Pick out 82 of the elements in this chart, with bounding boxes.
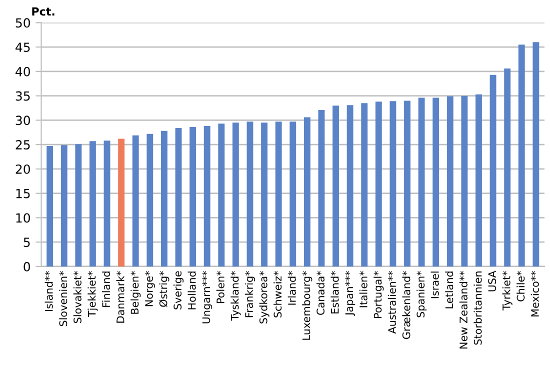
y-tick-label: 45 <box>16 42 30 52</box>
bar <box>304 117 310 266</box>
x-tick-label: Ungarn*** <box>202 270 212 324</box>
x-tick-label: Holland <box>188 272 196 310</box>
x-tick-label: Mexico** <box>530 270 539 316</box>
x-tick-label: New Zealand** <box>459 270 468 349</box>
bar <box>446 96 454 266</box>
x-tick-label: Østrig* <box>159 270 170 307</box>
x-tick-label: Estland* <box>330 270 339 314</box>
x-tick-label: Frankrig* <box>244 270 256 318</box>
x-tick-label: Australien** <box>388 270 396 334</box>
bar <box>46 146 54 266</box>
bar <box>318 110 325 266</box>
bar <box>218 124 225 266</box>
x-tick-label: Tyrkiet* <box>502 270 512 310</box>
y-tick-label: 5 <box>24 238 30 248</box>
x-tick-label: Letland <box>445 272 454 308</box>
x-tick-label: Schweiz* <box>274 270 282 318</box>
x-tick-label: Sydkorea* <box>259 270 270 324</box>
bar <box>346 105 354 266</box>
bar <box>118 138 125 266</box>
x-tick-label: Tjekkiet* <box>88 270 98 318</box>
bar <box>190 127 196 266</box>
bar <box>290 122 296 266</box>
x-tick-label: Irland* <box>288 270 296 305</box>
bar <box>532 42 540 266</box>
bar <box>418 98 425 266</box>
bar <box>275 122 282 266</box>
x-tick-label: Spanien* <box>416 270 427 318</box>
bar <box>160 130 168 266</box>
x-tick-label: Chile* <box>516 270 525 302</box>
y-tick-label: 40 <box>16 66 30 76</box>
bar <box>461 96 468 266</box>
bar <box>90 141 96 266</box>
bar <box>518 44 525 266</box>
x-tick-label: Norge* <box>145 270 155 306</box>
x-tick-label: Sverige <box>173 271 184 310</box>
x-tick-label: Storbritannien <box>474 272 482 345</box>
y-tick-label: 50 <box>16 18 30 28</box>
x-tick-label: Polen* <box>216 270 224 304</box>
bar <box>404 100 410 266</box>
x-tick-label: Grækenland* <box>402 270 410 340</box>
bar <box>504 68 511 266</box>
x-tick-label: Danmark* <box>116 270 124 323</box>
y-tick-label: 20 <box>16 164 30 174</box>
bar <box>132 135 139 266</box>
bar <box>390 101 396 266</box>
x-tick-label: Japan*** <box>345 270 356 316</box>
bar <box>204 126 210 266</box>
bar <box>232 122 239 266</box>
bar <box>476 94 482 266</box>
bar <box>60 145 68 266</box>
y-tick-label: 15 <box>16 188 30 198</box>
bar <box>332 106 339 266</box>
x-tick-label: Italien* <box>359 270 368 308</box>
bar <box>490 74 496 266</box>
x-tick-label: Tyskland* <box>230 270 241 321</box>
x-tick-label: Finland <box>102 272 110 307</box>
bar <box>246 122 254 266</box>
x-tick-label: Island** <box>44 270 53 312</box>
y-axis-title: Pct. <box>32 7 54 16</box>
bar <box>146 134 154 266</box>
x-tick-label: USA <box>488 270 496 292</box>
bar <box>261 122 268 266</box>
x-tick-label: Israel <box>430 272 439 298</box>
y-tick-label: 10 <box>16 213 30 223</box>
x-tick-label: Portugal* <box>374 270 384 318</box>
x-tick-label: Slovakiet* <box>73 270 82 324</box>
bar <box>375 102 382 266</box>
y-tick-label: 35 <box>16 91 30 101</box>
y-tick-label: 0 <box>24 262 30 272</box>
bar <box>175 128 182 266</box>
x-tick-label: Canada* <box>316 270 324 315</box>
y-tick-label: 25 <box>16 140 30 150</box>
bar <box>432 98 440 266</box>
x-tick-label: Belgien* <box>130 270 141 314</box>
bar <box>75 144 82 266</box>
y-tick-label: 30 <box>16 116 30 126</box>
x-tick-label: Slovenien* <box>59 270 68 326</box>
bar <box>104 140 110 266</box>
bar <box>361 103 368 266</box>
x-tick-label: Luxembourg* <box>302 270 312 340</box>
